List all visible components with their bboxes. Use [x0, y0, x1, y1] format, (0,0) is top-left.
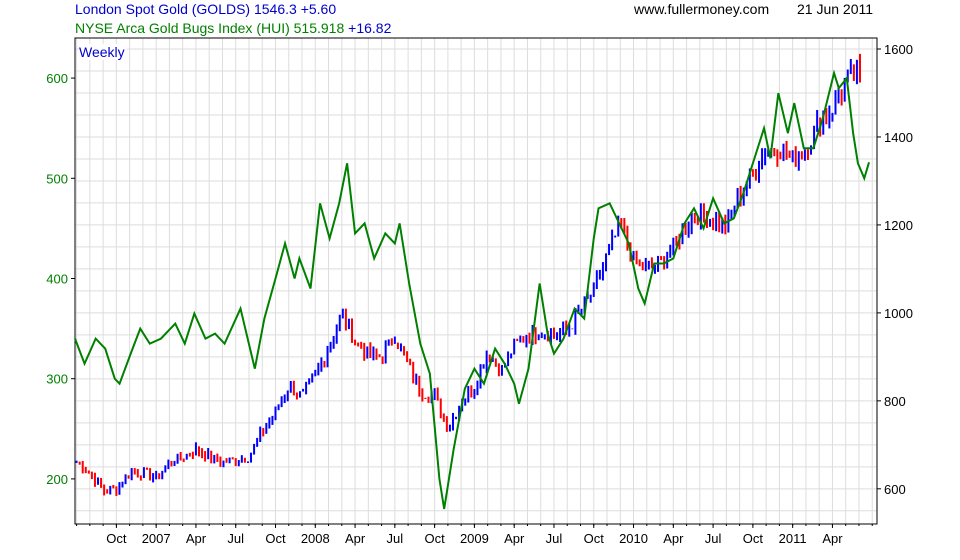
x-tick-label: Apr [663, 531, 684, 546]
period-label: Weekly [79, 44, 127, 60]
left-tick-label: 600 [46, 71, 68, 86]
right-tick-label: 1600 [884, 42, 913, 57]
x-tick-label: Oct [743, 531, 764, 546]
x-tick-label: Jul [387, 531, 404, 546]
left-tick-label: 200 [46, 472, 68, 487]
left-tick-label: 500 [46, 171, 68, 186]
x-tick-label: Jul [227, 531, 244, 546]
x-tick-label: 2008 [301, 531, 330, 546]
site-label: www.fullermoney.com [634, 1, 770, 17]
x-tick-label: Apr [345, 531, 366, 546]
x-tick-label: Oct [425, 531, 446, 546]
right-tick-label: 600 [884, 482, 906, 497]
x-tick-label: 2011 [779, 531, 807, 546]
right-tick-label: 800 [884, 394, 906, 409]
x-tick-label: Jul [546, 531, 563, 546]
x-tick-label: 2010 [619, 531, 648, 546]
gold-series-label: London Spot Gold (GOLDS) 1546.3 +5.60 [75, 1, 337, 17]
x-tick-label: Oct [106, 531, 127, 546]
x-tick-label: Oct [265, 531, 286, 546]
hui-change: +16.82 [348, 20, 392, 36]
right-tick-label: 1000 [884, 306, 913, 321]
x-tick-label: Oct [584, 531, 605, 546]
x-tick-label: Apr [504, 531, 525, 546]
hui-name: NYSE Arca Gold Bugs Index (HUI) 515.918 [75, 20, 345, 36]
date-label: 21 Jun 2011 [797, 1, 874, 17]
right-tick-label: 1400 [884, 130, 913, 145]
hui-line [74, 69, 871, 510]
x-tick-label: Apr [186, 531, 207, 546]
left-tick-label: 400 [46, 271, 68, 286]
x-tick-label: 2007 [142, 531, 171, 546]
x-tick-label: Jul [705, 531, 722, 546]
right-tick-label: 1200 [884, 218, 913, 233]
x-tick-label: Apr [822, 531, 843, 546]
plot-frame [74, 37, 878, 525]
x-tick-label: 2009 [460, 531, 489, 546]
left-tick-label: 300 [46, 372, 68, 387]
hui-series-label: NYSE Arca Gold Bugs Index (HUI) 515.918 … [75, 20, 391, 36]
